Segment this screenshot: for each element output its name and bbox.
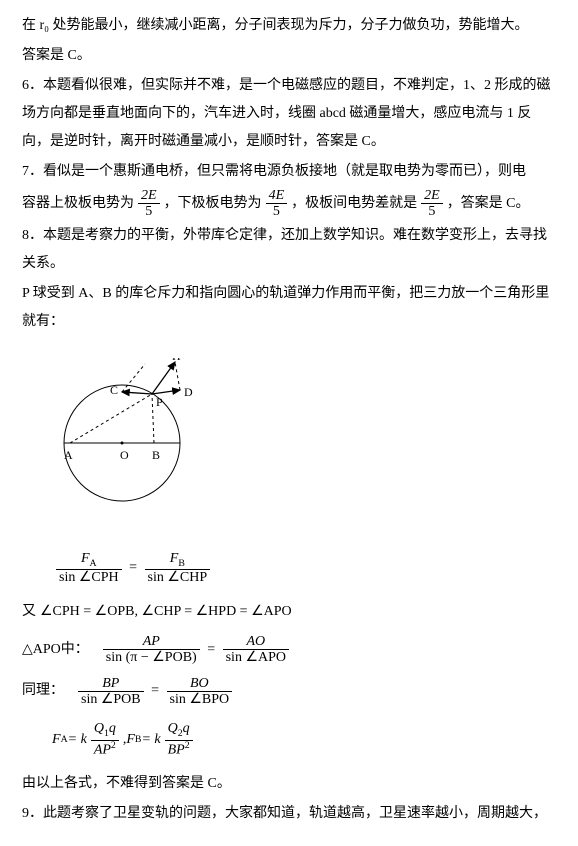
- svg-text:O: O: [120, 448, 129, 462]
- svg-text:A: A: [64, 448, 73, 462]
- eq-angles-expr: ∠CPH = ∠OPB, ∠CHP = ∠HPD = ∠APO: [40, 598, 292, 626]
- text-q7b-1: 容器上极板电势为: [22, 190, 134, 218]
- svg-text:B: B: [152, 448, 160, 462]
- svg-text:D: D: [184, 385, 193, 399]
- frac-2e5-1: 2E 5: [138, 188, 160, 220]
- label-apo: △APO: [22, 636, 61, 664]
- frac-4e5: 4E 5: [266, 188, 288, 220]
- svg-text:P: P: [156, 395, 163, 409]
- eq-sine-rule: FA sin ∠CPH = FB sin ∠CHP: [52, 551, 556, 586]
- eq-coulomb: FA = k Q1q AP2 , FB = k Q2q BP2: [52, 721, 556, 758]
- eq-triangle-apo: △APO 中： AP sin (π − ∠POB) = AO sin ∠APO: [22, 634, 556, 666]
- svg-text:H: H: [172, 358, 181, 363]
- text-tongli: 同理：: [22, 677, 64, 705]
- para-q8b: P 球受到 A、B 的库仑斥力和指向圆心的轨道弹力作用而平衡，把三力放一个三角形…: [22, 280, 556, 336]
- text-q7b-3: ，极板间电势差就是: [291, 190, 417, 218]
- frac-2e5-2: 2E 5: [421, 188, 443, 220]
- para-ans5: 答案是 C。: [22, 42, 556, 70]
- para-conclusion: 由以上各式，不难得到答案是 C。: [22, 770, 556, 798]
- eq-angles: 又 ∠CPH = ∠OPB, ∠CHP = ∠HPD = ∠APO: [22, 598, 556, 626]
- text-q7b-4: ，答案是 C。: [447, 190, 530, 218]
- text-zhong: 中：: [61, 636, 89, 664]
- text-q7b-2: ，下极板电势为: [164, 190, 262, 218]
- para-q9: 9．此题考察了卫星变轨的问题，大家都知道，轨道越高，卫星速率越小，周期越大，: [22, 800, 556, 828]
- para-q7b: 容器上极板电势为 2E 5 ，下极板电势为 4E 5 ，极板间电势差就是 2E …: [22, 188, 556, 220]
- para-q7a: 7．看似是一个惠斯通电桥，但只需将电源负板接地（就是取电势为零而已），则电: [22, 158, 556, 186]
- force-diagram: A B O P C D H: [52, 358, 556, 529]
- para-intro: 在 r₀ 处势能最小，继续减小距离，分子间表现为斥力，分子力做负功，势能增大。: [22, 12, 556, 40]
- diagram-svg: A B O P C D H: [52, 358, 222, 518]
- svg-text:C: C: [110, 383, 118, 397]
- para-q6: 6．本题看似很难，但实际并不难，是一个电磁感应的题目，不难判定，1、2 形成的磁…: [22, 72, 556, 156]
- eq-similarly: 同理： BP sin ∠POB = BO sin ∠BPO: [22, 676, 556, 708]
- para-q8a: 8．本题是考察力的平衡，外带库仑定律，还加上数学知识。难在数学变形上，去寻找关系…: [22, 222, 556, 278]
- text-you: 又: [22, 598, 36, 626]
